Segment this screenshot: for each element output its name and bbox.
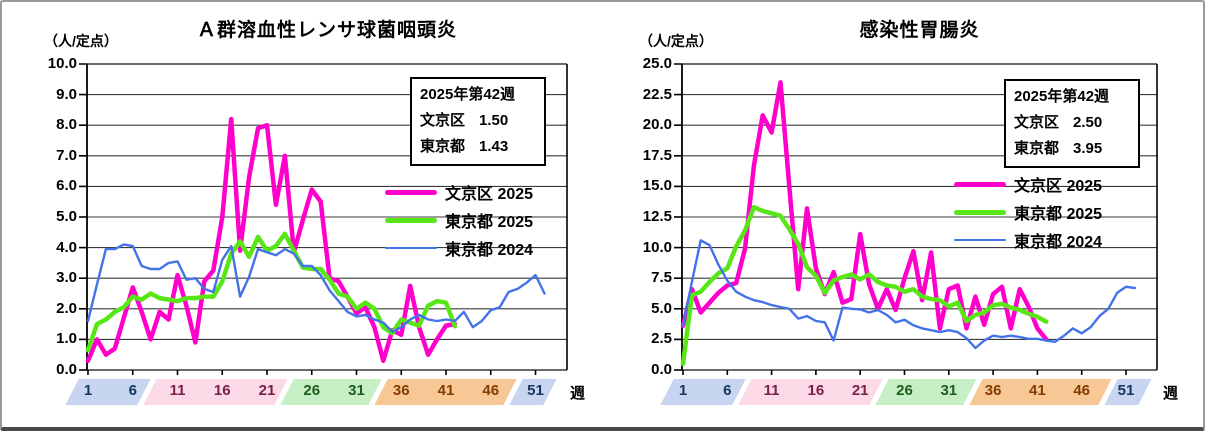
y-axis-tick-label: 10.0: [47, 55, 77, 72]
y-axis-tick-label: 5.0: [56, 208, 77, 225]
y-axis-tick-label: 8.0: [56, 116, 77, 134]
legend-line-swatch: [954, 209, 1006, 215]
latest-week-info-box: 2025年第42週 文京区 2.50 東京都 3.95: [1004, 79, 1140, 169]
x-axis-week-label: 21: [851, 382, 869, 399]
y-axis-tick-label: 1.0: [56, 330, 77, 348]
legend-row: 東京都 2025: [954, 198, 1102, 226]
legend-label: 東京都 2025: [445, 214, 534, 231]
legend-row: 東京都 2024: [385, 234, 533, 262]
info-value: 1.50: [479, 111, 509, 129]
latest-week-info-box: 2025年第42週 文京区 1.50 東京都 1.43: [410, 77, 546, 167]
x-axis-week-label: 41: [1029, 382, 1046, 399]
legend-label: 文京区 2025: [1014, 178, 1103, 195]
legend-line-swatch: [954, 239, 1006, 241]
info-label: 文京区: [420, 111, 466, 129]
x-axis-week-label: 51: [527, 382, 544, 399]
y-axis-unit-label: （人/定点）: [639, 33, 713, 49]
x-axis-week-label: 36: [392, 382, 410, 399]
legend-row: 東京都 2024: [954, 226, 1102, 254]
y-axis-tick-label: 22.5: [642, 85, 672, 103]
x-axis-week-label: 6: [723, 382, 732, 399]
x-axis-week-label: 6: [128, 382, 137, 399]
y-axis-tick-label: 4.0: [56, 238, 77, 256]
legend: 文京区 2025 東京都 2025 東京都 2024: [385, 178, 533, 262]
legend-row: 文京区 2025: [385, 178, 533, 206]
y-axis-tick-label: 15.0: [642, 177, 672, 195]
y-axis-tick-label: 2.0: [56, 299, 77, 317]
info-value: 1.43: [479, 137, 509, 155]
y-axis-tick-label: 7.5: [651, 269, 672, 287]
x-axis-week-label: 41: [437, 382, 455, 399]
series-line-tokyo2024: [681, 239, 1137, 350]
legend-line-swatch: [385, 189, 437, 195]
info-week: 2025年第42週: [420, 86, 516, 103]
y-axis-tick-label: 7.0: [56, 146, 77, 164]
x-axis-week-label: 36: [984, 382, 1002, 399]
chart-title: Ａ群溶血性レンサ球菌咽頭炎: [196, 20, 457, 41]
y-axis-tick-label: 3.0: [56, 269, 77, 287]
x-axis-week-label: 26: [303, 382, 321, 399]
y-axis-tick-label: 2.5: [651, 330, 672, 348]
info-row-tokyo: 東京都 3.95: [1014, 136, 1130, 162]
x-axis-week-label: 31: [348, 382, 365, 399]
x-axis-week-label: 21: [258, 382, 276, 399]
legend-label: 文京区 2025: [445, 186, 534, 203]
info-row-bunkyo: 文京区 2.50: [1014, 110, 1130, 136]
legend: 文京区 2025 東京都 2025 東京都 2024: [954, 170, 1102, 254]
y-axis-unit-label: （人/定点）: [44, 33, 118, 49]
y-axis-tick-label: 12.5: [642, 208, 672, 225]
legend-label: 東京都 2024: [1014, 234, 1103, 251]
info-row-tokyo: 東京都 1.43: [420, 134, 536, 160]
x-axis-week-label: 16: [807, 382, 825, 399]
y-axis-tick-label: 17.5: [642, 146, 672, 164]
y-axis-tick-label: 6.0: [56, 177, 77, 195]
x-axis-week-label: 16: [213, 382, 231, 399]
chart-title: 感染性胃腸炎: [859, 20, 980, 41]
legend-line-swatch: [954, 181, 1006, 187]
legend-row: 文京区 2025: [954, 170, 1102, 198]
y-axis-tick-label: 0.0: [651, 361, 672, 378]
y-axis-tick-label: 25.0: [642, 55, 672, 72]
y-axis-tick-label: 5.0: [651, 299, 672, 317]
x-axis-week-label: 31: [940, 382, 958, 399]
x-axis-week-label: 1: [83, 382, 93, 399]
x-axis-week-label: 1: [678, 382, 688, 399]
x-axis-week-label: 11: [763, 382, 780, 399]
y-axis-tick-label: 9.0: [56, 85, 77, 103]
info-label: 東京都: [1014, 139, 1060, 157]
legend-line-swatch: [385, 247, 437, 249]
x-axis-week-label: 51: [1117, 382, 1135, 399]
info-label: 東京都: [420, 137, 466, 155]
legend-label: 東京都 2025: [1014, 206, 1103, 223]
legend-label: 東京都 2024: [445, 242, 534, 259]
info-week: 2025年第42週: [1014, 88, 1110, 105]
y-axis-tick-label: 20.0: [642, 116, 672, 134]
y-axis-tick-label: 0.0: [56, 361, 77, 378]
info-row-bunkyo: 文京区 1.50: [420, 108, 536, 134]
legend-row: 東京都 2025: [385, 206, 533, 234]
x-axis-unit-label: 週: [570, 385, 586, 402]
x-axis-week-label: 46: [482, 382, 500, 399]
x-axis-week-label: 46: [1073, 382, 1091, 399]
x-axis-unit-label: 週: [1163, 385, 1179, 402]
x-axis-week-label: 11: [169, 382, 186, 399]
y-axis-tick-label: 10.0: [642, 238, 672, 256]
info-value: 2.50: [1073, 113, 1103, 131]
x-axis-week-label: 26: [896, 382, 913, 399]
info-label: 文京区: [1014, 113, 1060, 131]
legend-line-swatch: [385, 217, 437, 223]
info-value: 3.95: [1073, 139, 1103, 157]
